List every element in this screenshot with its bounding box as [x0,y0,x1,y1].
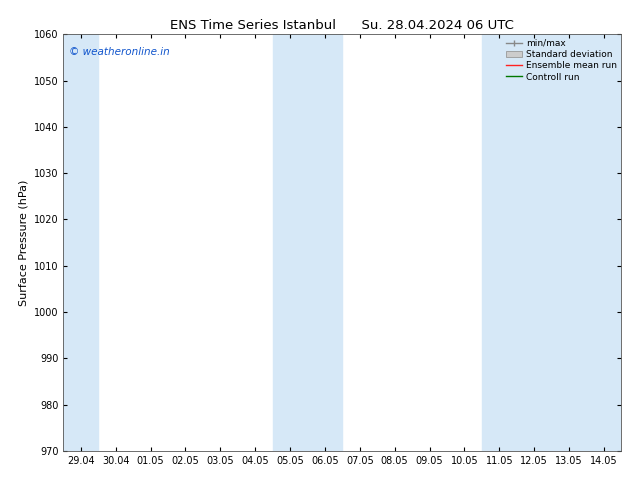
Legend: min/max, Standard deviation, Ensemble mean run, Controll run: min/max, Standard deviation, Ensemble me… [503,36,619,84]
Text: © weatheronline.in: © weatheronline.in [69,47,170,57]
Bar [273,34,342,451]
Y-axis label: Surface Pressure (hPa): Surface Pressure (hPa) [18,179,29,306]
Bar [63,34,98,451]
Bar [482,34,621,451]
Title: ENS Time Series Istanbul      Su. 28.04.2024 06 UTC: ENS Time Series Istanbul Su. 28.04.2024 … [171,19,514,32]
